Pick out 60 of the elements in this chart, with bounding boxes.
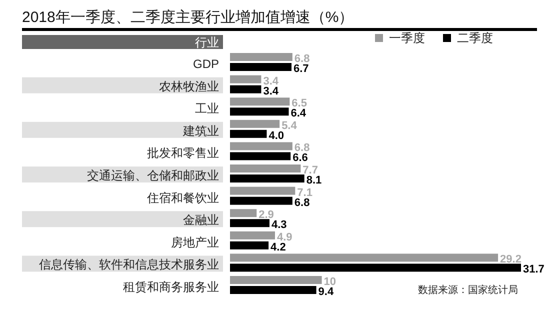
- y-tick-label: 金融业: [183, 213, 219, 228]
- data-label: 7.7: [302, 164, 318, 176]
- data-label: 2.9: [258, 209, 274, 222]
- data-label: 3.4: [263, 75, 280, 88]
- y-axis-title: 行业: [195, 36, 219, 50]
- bar: [230, 152, 291, 160]
- bar: [230, 186, 296, 195]
- data-label: 8.1: [306, 174, 322, 186]
- bar: [230, 75, 262, 84]
- bar: [230, 164, 301, 172]
- bar: [230, 174, 304, 182]
- data-label: 10: [324, 276, 336, 288]
- data-label: 4.2: [270, 241, 286, 254]
- y-tick-label: 信息传输、软件和信息技术服务业: [39, 258, 219, 272]
- data-label: 6.4: [290, 108, 307, 120]
- y-tick-label: 房地产业: [171, 235, 219, 250]
- y-tick-label: 批发和零售业: [147, 146, 219, 160]
- bar: [230, 130, 267, 138]
- bar: [230, 98, 290, 106]
- legend-label: 一季度: [389, 31, 425, 45]
- bar: [230, 286, 316, 294]
- bar: [230, 63, 292, 71]
- data-label: 6.8: [294, 142, 310, 154]
- data-label: 9.4: [318, 286, 334, 298]
- y-tick-label: 交通运输、仓储和邮政业: [87, 168, 219, 182]
- y-tick-label: 租赁和商务服务业: [123, 280, 219, 294]
- bar: [230, 209, 257, 218]
- data-label: 4.0: [268, 130, 284, 142]
- bar: [230, 219, 270, 228]
- data-label: 6.7: [294, 63, 309, 75]
- data-label: 3.4: [263, 85, 280, 98]
- chart-title: 2018年一季度、二季度主要行业增加值增速（%）: [22, 9, 354, 26]
- data-label: 29.2: [500, 254, 522, 266]
- bar: [230, 85, 262, 94]
- bar: [230, 53, 292, 61]
- y-tick-label: 住宿和餐饮业: [146, 190, 219, 205]
- data-label: 6.5: [292, 98, 307, 110]
- annotation: 数据来源：国家统计局: [418, 284, 518, 296]
- data-label: 4.9: [276, 231, 292, 244]
- y-tick-label: GDP: [192, 57, 219, 71]
- bar: [230, 196, 292, 205]
- legend-label: 二季度: [457, 31, 493, 45]
- data-label: 5.4: [282, 120, 298, 132]
- data-label: 4.3: [271, 219, 287, 232]
- data-label: 31.7: [523, 264, 544, 276]
- y-tick-label: 建筑业: [182, 124, 219, 138]
- data-label: 6.8: [294, 53, 310, 65]
- bar: [230, 264, 521, 272]
- bar: [230, 142, 292, 150]
- y-tick-label: 工业: [195, 102, 219, 116]
- bar: [230, 254, 498, 262]
- bar: [230, 231, 275, 240]
- data-label: 7.1: [297, 186, 312, 199]
- y-tick-label: 农林牧渔业: [159, 79, 219, 94]
- bar: [230, 276, 322, 284]
- bar: [230, 120, 280, 128]
- data-label: 6.6: [292, 152, 308, 164]
- bar: [230, 108, 289, 116]
- data-label: 6.8: [294, 196, 310, 209]
- bar: [230, 241, 269, 250]
